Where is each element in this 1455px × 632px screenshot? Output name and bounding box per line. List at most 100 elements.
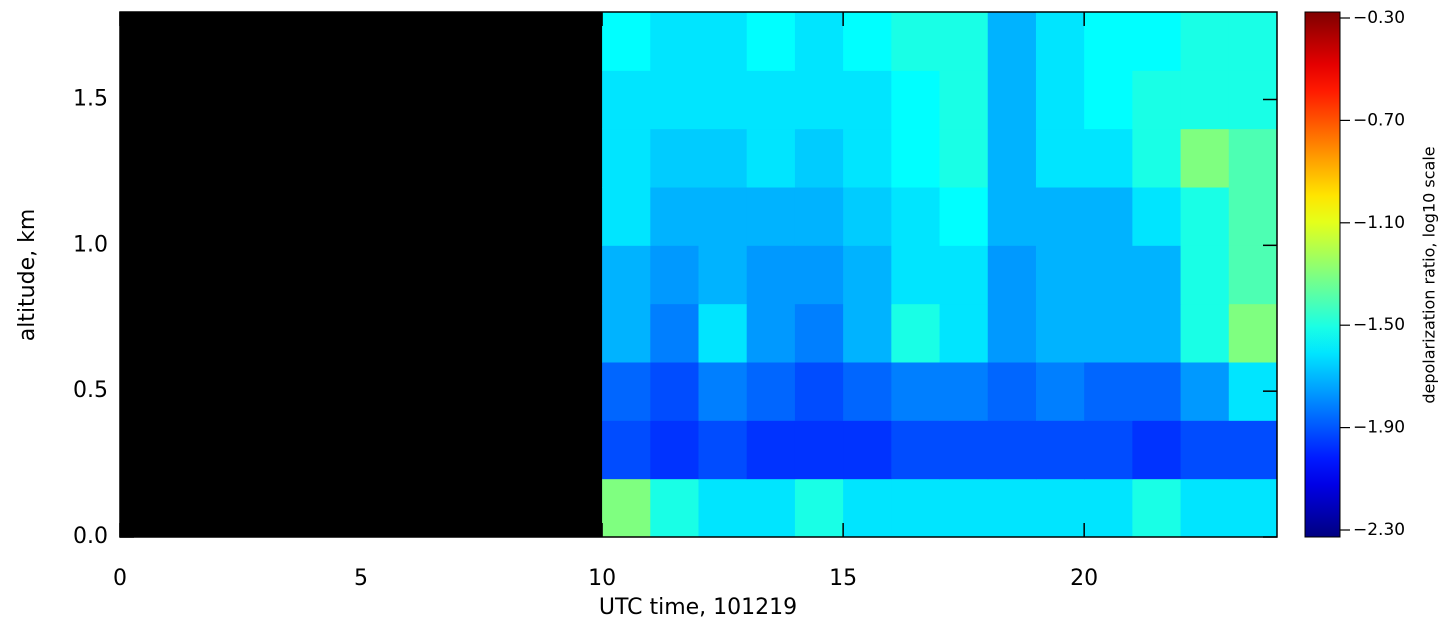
heatmap-cell: [794, 70, 844, 130]
heatmap-cell: [1132, 187, 1182, 246]
heatmap-cell: [891, 70, 941, 130]
heatmap-cell: [891, 128, 941, 188]
heatmap-cell: [843, 12, 892, 71]
colorbar-tick-label: −0.30: [1353, 8, 1405, 28]
heatmap-cell: [939, 128, 989, 188]
heatmap-cell: [1084, 478, 1133, 538]
heatmap-cell: [939, 187, 989, 246]
heatmap-cell: [650, 187, 699, 246]
heatmap-cell: [843, 420, 892, 480]
heatmap-cell: [602, 187, 651, 246]
heatmap-cell: [746, 245, 796, 305]
heatmap-cell: [939, 420, 989, 480]
y-tick-label: 1.5: [73, 87, 108, 112]
heatmap-cell: [1180, 362, 1230, 421]
heatmap-cell: [1180, 70, 1230, 130]
heatmap-cell: [794, 303, 844, 363]
heatmap-cell: [1132, 70, 1182, 130]
heatmap-cell: [1180, 478, 1230, 538]
heatmap-cell: [1228, 12, 1278, 71]
x-tick-label: 5: [354, 566, 368, 591]
heatmap-cell: [794, 128, 844, 188]
heatmap-cell: [1180, 303, 1230, 363]
heatmap-cell: [1084, 303, 1133, 363]
plot-frame: [119, 11, 1278, 538]
colorbar-tick-label: −1.90: [1353, 418, 1405, 438]
heatmap-cell: [698, 128, 748, 188]
heatmap-cell: [698, 478, 748, 538]
heatmap-cell: [650, 303, 699, 363]
heatmap-cell: [939, 245, 989, 305]
heatmap-cell: [1132, 362, 1182, 421]
y-tick-label: 0.0: [73, 524, 108, 549]
heatmap-cell: [602, 70, 651, 130]
heatmap-cell: [698, 245, 748, 305]
heatmap-cell: [1035, 303, 1085, 363]
y-tick-label: 1.0: [73, 232, 108, 257]
heatmap-cell: [1180, 12, 1230, 71]
heatmap-cell: [746, 420, 796, 480]
heatmap-cell: [1084, 362, 1133, 421]
heatmap-cell: [698, 187, 748, 246]
heatmap-cell: [794, 420, 844, 480]
heatmap-cell: [1180, 187, 1230, 246]
heatmap-cell: [1132, 245, 1182, 305]
heatmap-cell: [698, 12, 748, 71]
x-tick-label: 15: [829, 566, 857, 591]
heatmap-cell: [794, 187, 844, 246]
heatmap-cell: [1132, 478, 1182, 538]
heatmap-cell: [746, 70, 796, 130]
heatmap-cell: [891, 420, 941, 480]
heatmap-cell: [1228, 245, 1278, 305]
colorbar-label: depolarization ratio, log10 scale: [1420, 146, 1439, 403]
heatmap-cell: [987, 70, 1037, 130]
heatmap-cell: [602, 362, 651, 421]
y-axis-label: altitude, km: [15, 209, 40, 342]
heatmap-cell: [698, 420, 748, 480]
heatmap-cell: [1084, 70, 1133, 130]
heatmap-cell: [794, 478, 844, 538]
x-axis-label: UTC time, 101219: [599, 595, 797, 620]
heatmap-cell: [1228, 420, 1278, 480]
heatmap-cell: [1180, 128, 1230, 188]
heatmap-cell: [602, 478, 651, 538]
heatmap-cell: [1035, 187, 1085, 246]
heatmap-cell: [891, 12, 941, 71]
heatmap-cell: [939, 303, 989, 363]
heatmap-cell: [987, 245, 1037, 305]
heatmap-cell: [1228, 303, 1278, 363]
heatmap-cell: [987, 303, 1037, 363]
heatmap-cell: [1228, 128, 1278, 188]
heatmap-cells: [602, 12, 1278, 538]
heatmap-cell: [843, 362, 892, 421]
heatmap-cell: [602, 128, 651, 188]
colorbar-tick-label: −1.50: [1353, 315, 1405, 335]
heatmap-cell: [698, 70, 748, 130]
heatmap-cell: [843, 303, 892, 363]
heatmap-cell: [843, 478, 892, 538]
heatmap-cell: [794, 362, 844, 421]
heatmap-cell: [987, 362, 1037, 421]
heatmap-cell: [1180, 245, 1230, 305]
heatmap-cell: [1035, 12, 1085, 71]
heatmap-cell: [602, 12, 651, 71]
heatmap-cell: [891, 187, 941, 246]
heatmap-cell: [602, 303, 651, 363]
heatmap-cell: [1228, 478, 1278, 538]
heatmap-cell: [891, 245, 941, 305]
heatmap-cell: [650, 128, 699, 188]
heatmap-cell: [746, 303, 796, 363]
colorbar-tick-label: −2.30: [1353, 520, 1405, 540]
heatmap-cell: [939, 70, 989, 130]
heatmap-cell: [602, 245, 651, 305]
heatmap-cell: [987, 12, 1037, 71]
heatmap-cell: [987, 128, 1037, 188]
heatmap-cell: [1035, 70, 1085, 130]
heatmap-cell: [939, 362, 989, 421]
heatmap-cell: [794, 245, 844, 305]
heatmap-cell: [650, 420, 699, 480]
heatmap-cell: [698, 303, 748, 363]
heatmap-cell: [746, 128, 796, 188]
heatmap-cell: [1084, 420, 1133, 480]
